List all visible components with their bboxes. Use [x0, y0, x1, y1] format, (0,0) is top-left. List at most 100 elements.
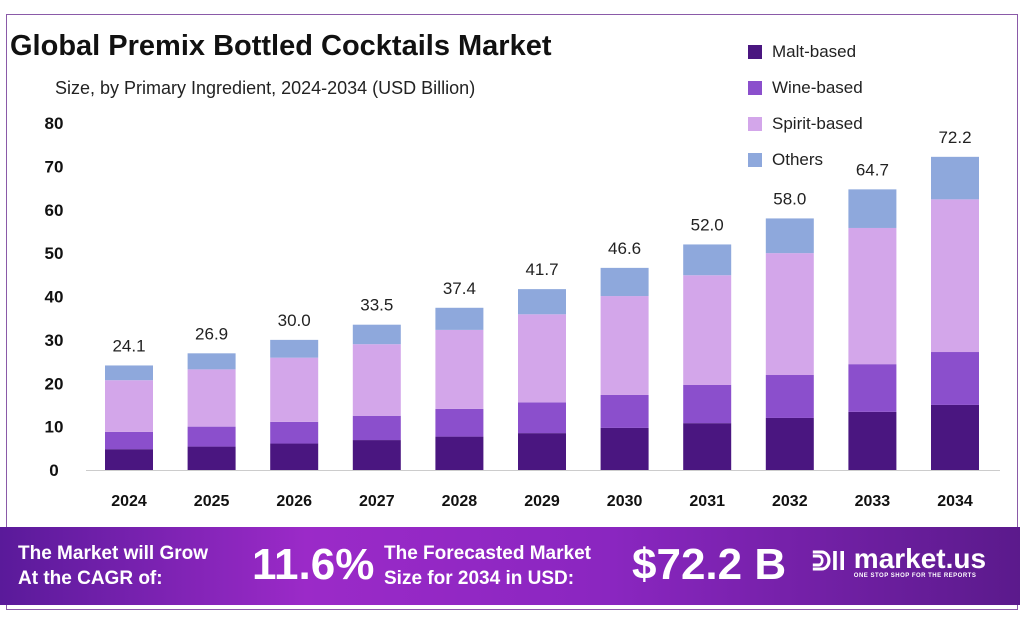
x-tick-label: 2030 — [607, 493, 643, 510]
bar-segment-spirit-based-2027 — [352, 344, 401, 416]
total-label-2024: 24.1 — [112, 336, 145, 355]
cagr-value: 11.6% — [252, 540, 375, 589]
y-tick-label: 80 — [45, 114, 64, 133]
bar-chart: 0102030405060708024.1202426.9202530.0202… — [45, 114, 1000, 510]
legend-item: Spirit-based — [748, 106, 863, 142]
bar-segment-wine-based-2030 — [600, 394, 649, 428]
total-label-2031: 52.0 — [691, 215, 724, 234]
bar-segment-wine-based-2032 — [765, 375, 814, 418]
market-us-logo: ᕲll market.us ONE STOP SHOP FOR THE REPOR… — [812, 543, 987, 580]
bar-segment-malt-based-2033 — [848, 411, 897, 470]
legend-label: Others — [772, 150, 824, 169]
x-tick-label: 2026 — [276, 493, 312, 510]
bar-segment-others-2024 — [105, 365, 153, 381]
legend-label: Wine-based — [772, 78, 863, 97]
bar-segment-others-2031 — [683, 244, 732, 276]
bar-segment-malt-based-2031 — [683, 423, 732, 470]
y-tick-label: 0 — [49, 461, 58, 480]
cagr-label-line-1: The Market will Grow — [18, 543, 209, 564]
bar-segment-wine-based-2029 — [518, 402, 566, 434]
bar-segment-others-2028 — [435, 307, 484, 330]
y-tick-label: 10 — [45, 418, 64, 437]
cagr-label: The Market will Grow At the CAGR of: — [18, 541, 208, 591]
total-label-2030: 46.6 — [608, 239, 641, 258]
x-tick-label: 2031 — [689, 493, 725, 510]
bar-segment-spirit-based-2032 — [765, 253, 814, 376]
bar-segment-malt-based-2032 — [765, 417, 814, 470]
total-label-2034: 72.2 — [938, 128, 971, 147]
x-tick-label: 2032 — [772, 493, 808, 510]
x-tick-label: 2025 — [194, 493, 230, 510]
cagr-label-line-2: At the CAGR of: — [18, 568, 163, 589]
total-label-2029: 41.7 — [525, 260, 558, 279]
bar-segment-malt-based-2028 — [435, 436, 484, 470]
bar-segment-malt-based-2027 — [352, 440, 401, 470]
bar-segment-wine-based-2034 — [931, 352, 979, 405]
y-tick-label: 20 — [45, 374, 64, 393]
y-tick-label: 60 — [45, 201, 64, 220]
bar-segment-wine-based-2025 — [187, 426, 236, 447]
bar-segment-spirit-based-2034 — [931, 199, 979, 353]
bar-segment-spirit-based-2029 — [518, 314, 566, 403]
bar-segment-others-2026 — [270, 339, 319, 358]
chart-title: Global Premix Bottled Cocktails Market — [10, 30, 552, 62]
bar-segment-malt-based-2026 — [270, 443, 319, 470]
bar-segment-spirit-based-2025 — [187, 369, 236, 427]
bar-segment-malt-based-2029 — [518, 433, 566, 470]
logo-name: market.us — [853, 543, 987, 574]
bar-segment-others-2032 — [765, 218, 814, 254]
x-tick-label: 2028 — [442, 493, 478, 510]
legend-swatch — [748, 45, 762, 59]
legend: Malt-based Wine-based Spirit-based Others — [748, 34, 863, 178]
bar-segment-spirit-based-2026 — [270, 357, 319, 422]
bar-segment-malt-based-2024 — [105, 449, 153, 470]
bar-segment-wine-based-2033 — [848, 364, 897, 412]
forecast-value: $72.2 B — [632, 540, 787, 589]
legend-item: Others — [748, 142, 863, 178]
total-label-2025: 26.9 — [195, 324, 228, 343]
x-tick-label: 2034 — [937, 493, 973, 510]
total-label-2026: 30.0 — [278, 311, 311, 330]
bar-segment-spirit-based-2030 — [600, 296, 649, 395]
bar-segment-spirit-based-2031 — [683, 275, 732, 385]
legend-swatch — [748, 153, 762, 167]
legend-swatch — [748, 117, 762, 131]
y-tick-label: 70 — [45, 157, 64, 176]
total-label-2028: 37.4 — [443, 279, 476, 298]
forecast-label-line-1: The Forecasted Market — [384, 543, 591, 564]
bar-segment-spirit-based-2028 — [435, 329, 484, 409]
total-label-2033: 64.7 — [856, 160, 889, 179]
bar-segment-spirit-based-2033 — [848, 227, 897, 365]
logo-tagline: ONE STOP SHOP FOR THE REPORTS — [853, 573, 977, 579]
bar-segment-spirit-based-2024 — [105, 380, 153, 432]
bar-segment-others-2033 — [848, 189, 897, 228]
bar-segment-malt-based-2030 — [600, 427, 649, 470]
bar-segment-others-2034 — [931, 156, 979, 200]
logo-icon: ᕲll — [812, 546, 846, 576]
chart-subtitle: Size, by Primary Ingredient, 2024-2034 (… — [55, 78, 476, 98]
x-tick-label: 2029 — [524, 493, 560, 510]
bar-segment-wine-based-2028 — [435, 408, 484, 437]
legend-swatch — [748, 81, 762, 95]
total-label-2027: 33.5 — [360, 296, 393, 315]
bar-segment-others-2029 — [518, 289, 566, 315]
total-label-2032: 58.0 — [773, 189, 806, 208]
bar-segment-wine-based-2024 — [105, 431, 153, 450]
bar-segment-wine-based-2026 — [270, 421, 319, 444]
legend-item: Malt-based — [748, 34, 863, 70]
summary-banner: The Market will Grow At the CAGR of: 11.6… — [0, 527, 1020, 605]
x-tick-label: 2033 — [855, 493, 891, 510]
bar-segment-malt-based-2025 — [187, 446, 236, 470]
bar-segment-wine-based-2031 — [683, 384, 732, 424]
x-tick-label: 2024 — [111, 493, 147, 510]
y-tick-label: 40 — [45, 288, 64, 307]
bar-segment-others-2030 — [600, 267, 649, 297]
forecast-label-line-2: Size for 2034 in USD: — [384, 568, 575, 589]
bar-segment-malt-based-2034 — [931, 404, 979, 470]
bar-segment-others-2027 — [352, 324, 401, 345]
chart-frame — [6, 14, 1018, 610]
legend-item: Wine-based — [748, 70, 863, 106]
bar-segment-wine-based-2027 — [352, 415, 401, 441]
legend-label: Malt-based — [772, 42, 857, 61]
legend-label: Spirit-based — [772, 114, 863, 133]
